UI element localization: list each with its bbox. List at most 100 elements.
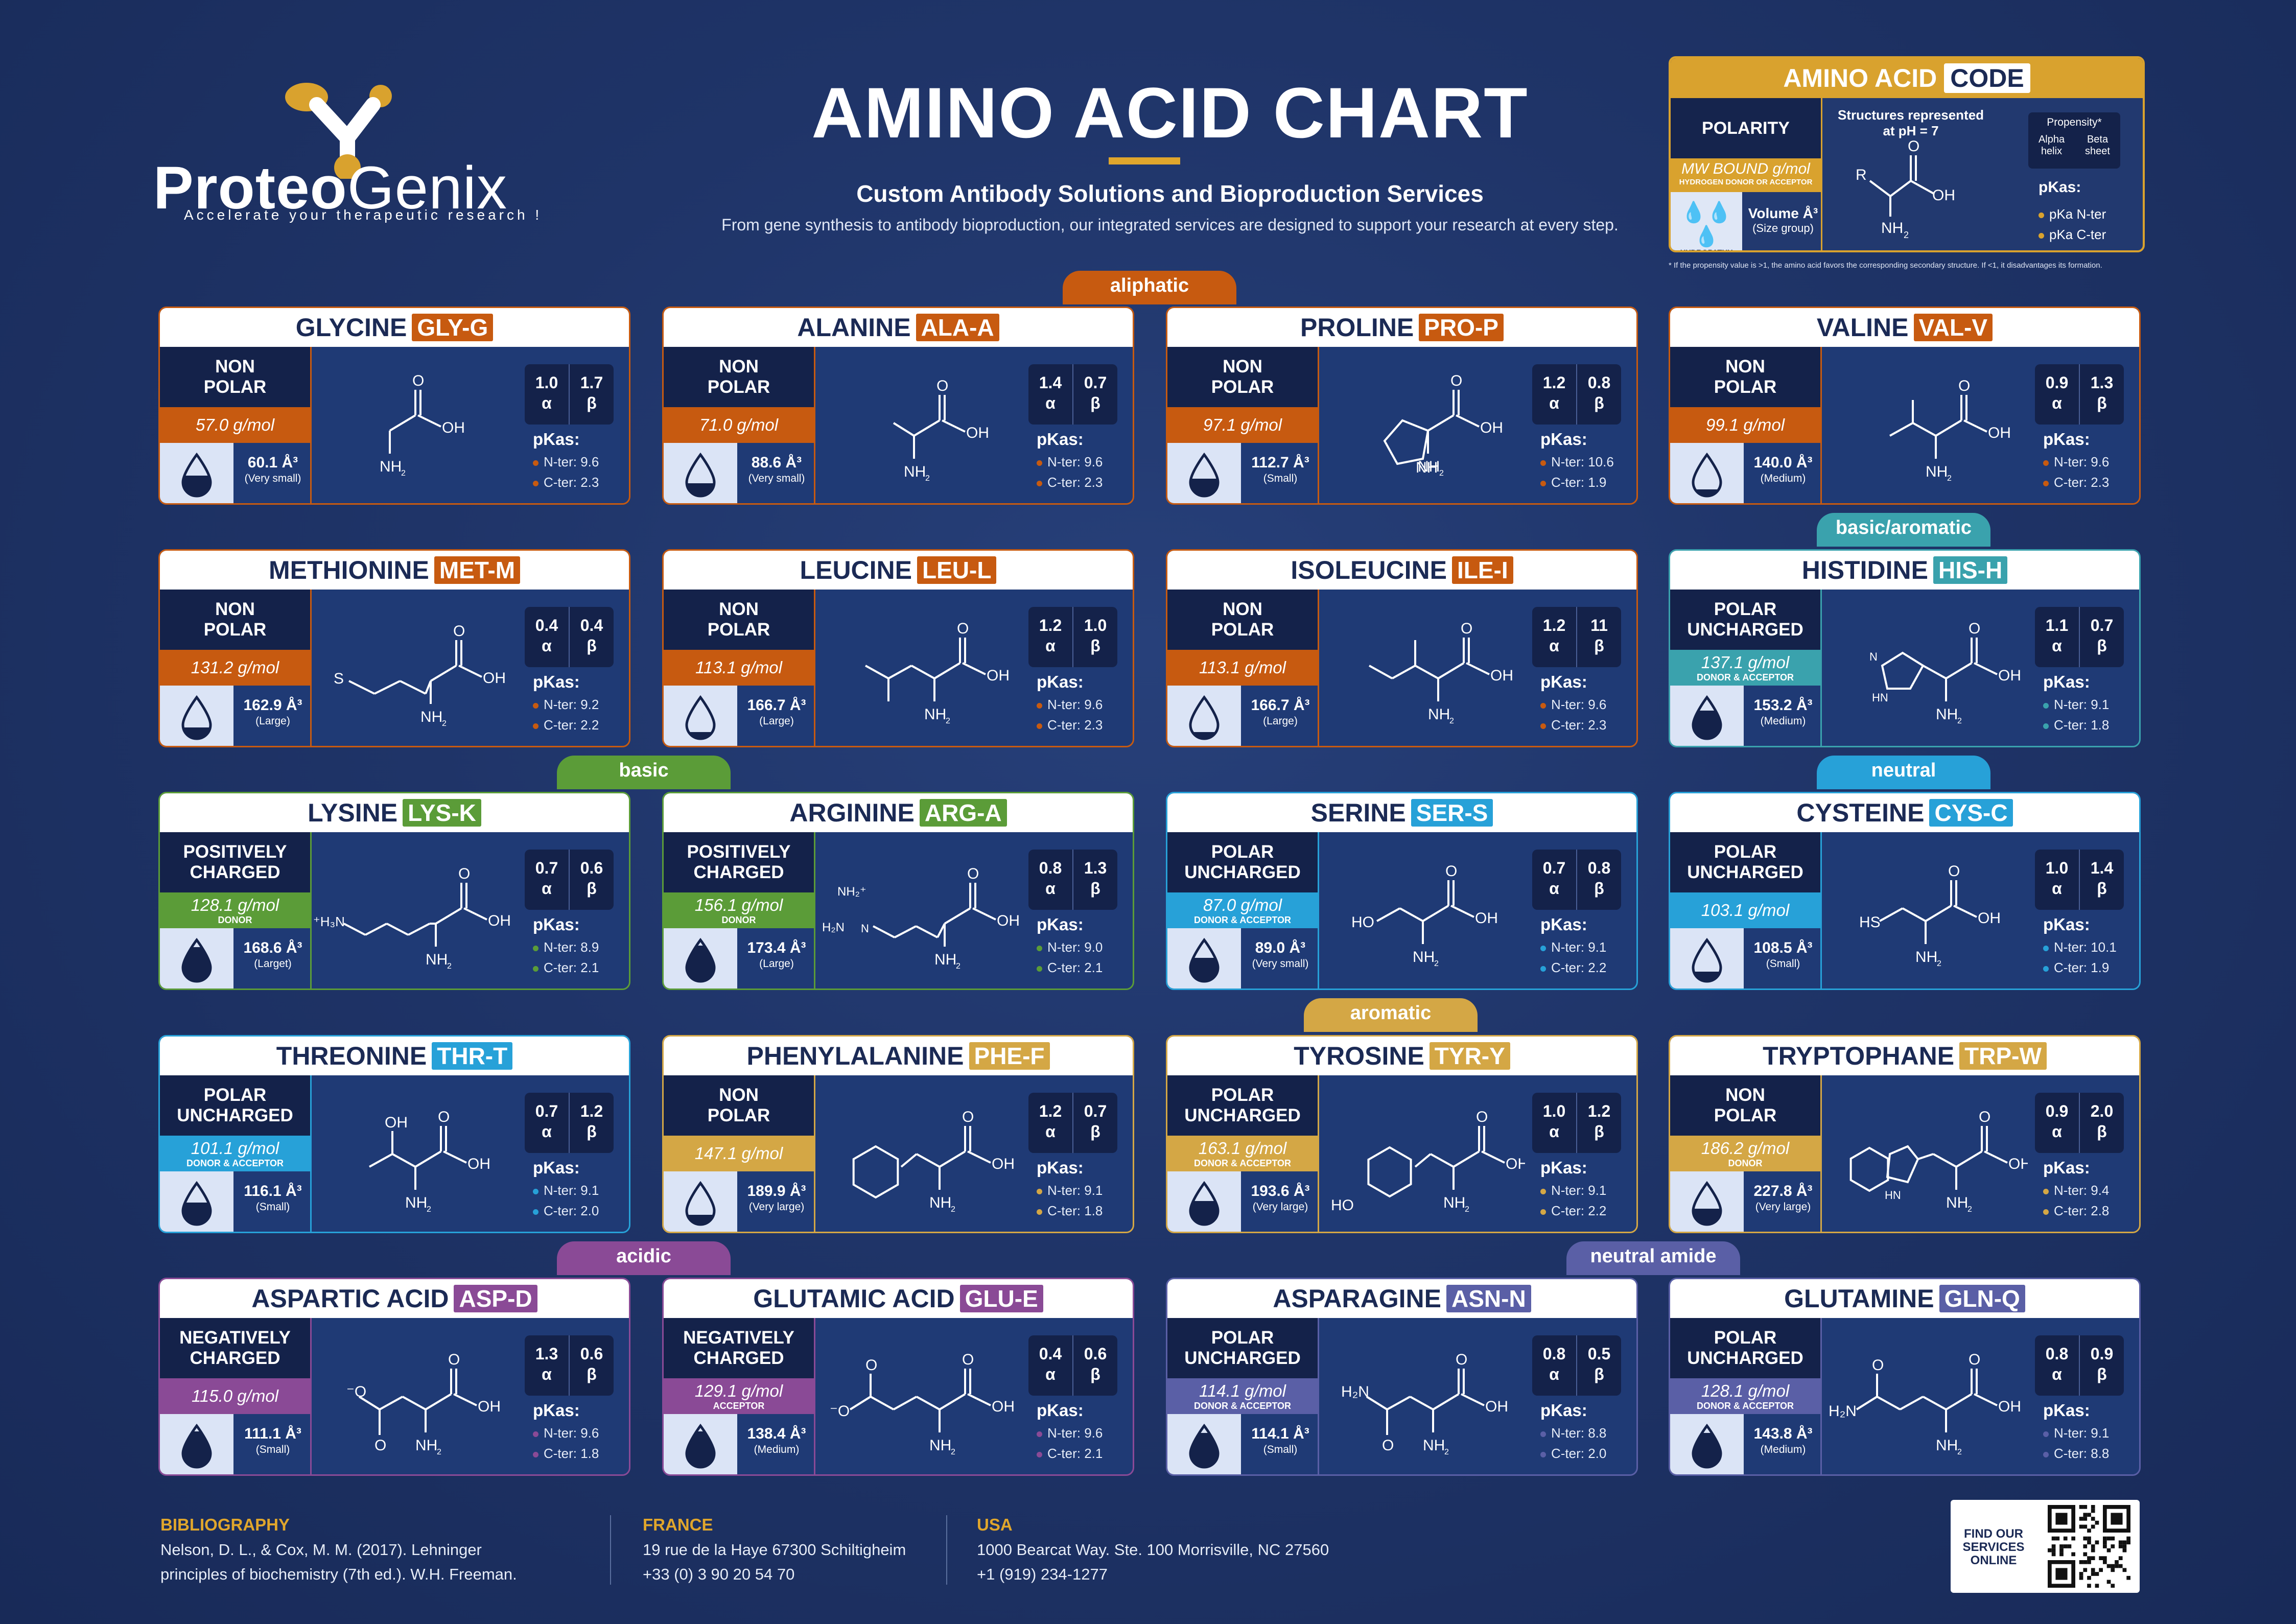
svg-text:2: 2 <box>1904 230 1909 240</box>
pka-n-ter: N-ter: 9.0 <box>1037 939 1103 955</box>
propensity-box: 1.2 α 1.0 β <box>1028 607 1117 667</box>
amino-acid-code: GLU-E <box>959 1285 1043 1312</box>
volume: 108.5 Å³ (Small) <box>1746 939 1820 970</box>
hydropathy-drop-icon <box>664 1414 737 1474</box>
svg-text:R: R <box>1856 167 1867 183</box>
alpha-propensity: 0.9 α <box>2045 1102 2069 1141</box>
size-group: (Small) <box>1766 958 1800 970</box>
structure-diagram-icon: O OH NH2 NH₂⁺ H₂N N <box>822 865 1020 971</box>
mw-value: 71.0 g/mol <box>699 415 779 434</box>
svg-text:OH: OH <box>1998 1398 2021 1415</box>
svg-text:2: 2 <box>1434 959 1439 968</box>
qr-code-icon[interactable] <box>2046 1505 2133 1588</box>
size-group: (Medium) <box>1760 715 1806 727</box>
molecular-weight: 57.0 g/mol <box>160 407 310 443</box>
proteogenix-logo[interactable]: ProteoGenix Accelerate your therapeutic … <box>153 77 539 230</box>
propensity-box: 1.0 α 1.7 β <box>525 364 614 425</box>
title-underline <box>1109 157 1180 164</box>
size-group: (Small) <box>1263 473 1298 484</box>
card-header: SERINE SER-S <box>1167 793 1636 832</box>
beta-propensity: 0.6 β <box>569 850 614 910</box>
propensity-box: 0.4 α 0.6 β <box>1028 1335 1117 1396</box>
svg-text:O: O <box>412 372 424 389</box>
hydropathy-drop-icon <box>664 1171 737 1232</box>
card-header: ASPARAGINE ASN-N <box>1167 1279 1636 1318</box>
beta-propensity: 1.7 β <box>569 364 614 425</box>
svg-text:⁻O: ⁻O <box>830 1403 850 1420</box>
propensity-box: 0.9 α 2.0 β <box>2035 1093 2124 1153</box>
pka-c-ter: C-ter: 2.2 <box>1540 1203 1606 1219</box>
card-left-column: POLAR UNCHARGED 114.1 g/mol DONOR & ACCEP… <box>1167 1318 1319 1474</box>
svg-text:OH: OH <box>483 670 506 687</box>
pkas-label: pKas: <box>1540 915 1587 934</box>
svg-text:OH: OH <box>966 425 989 441</box>
volume-value: 193.6 Å³ <box>1251 1183 1310 1199</box>
volume: 88.6 Å³ (Very small) <box>739 454 814 485</box>
amino-acid-code: MET-M <box>434 556 521 584</box>
qr-code-box[interactable]: FIND OUR SERVICES ONLINE <box>1951 1500 2140 1593</box>
card-left-column: NON POLAR 113.1 g/mol 166.7 Å³ (Large) <box>664 590 815 746</box>
polarity-label: POSITIVELY CHARGED <box>160 832 310 892</box>
amino-acid-name: SERINE <box>1310 798 1406 827</box>
pka-n-ter: N-ter: 9.1 <box>1540 939 1606 955</box>
svg-text:O: O <box>1872 1357 1884 1374</box>
molecular-weight: 113.1 g/mol <box>1167 650 1318 686</box>
svg-text:NH: NH <box>405 1194 427 1211</box>
france-phone[interactable]: +33 (0) 3 90 20 54 70 <box>643 1565 795 1583</box>
card-left-column: NON POLAR 131.2 g/mol 162.9 Å³ (Large) <box>160 590 312 746</box>
amino-acid-name: ASPARTIC ACID <box>251 1284 449 1313</box>
hbond-label: DONOR <box>218 914 252 925</box>
svg-text:NH: NH <box>1428 706 1450 723</box>
mw-value: 87.0 g/mol <box>1203 895 1282 914</box>
volume-value: 166.7 Å³ <box>1251 697 1310 714</box>
volume-value: 189.9 Å³ <box>747 1183 806 1199</box>
structure-diagram-icon: O OH NH2 <box>852 1109 1015 1214</box>
page-description: From gene synthesis to antibody bioprodu… <box>721 216 1619 234</box>
amino-acid-card-thr-t: THREONINE THR-T POLAR UNCHARGED 101.1 g/m… <box>158 1035 630 1233</box>
card-left-column: POLAR UNCHARGED 163.1 g/mol DONOR & ACCEP… <box>1167 1075 1319 1232</box>
svg-text:O: O <box>1461 620 1472 637</box>
card-header: CYSTEINE CYS-C <box>1670 793 2139 832</box>
structure-diagram-icon: O OH NH2 ⁻O O <box>346 1351 501 1456</box>
mw-value: 113.1 g/mol <box>1199 658 1286 677</box>
hydropathy-drop-icon <box>1167 1171 1241 1232</box>
svg-text:O: O <box>962 1109 974 1125</box>
card-left-column: POSITIVELY CHARGED 156.1 g/mol DONOR 173.… <box>664 832 815 988</box>
svg-text:O: O <box>1382 1437 1394 1454</box>
pkas-label: pKas: <box>2043 1401 2090 1420</box>
pka-c-ter: C-ter: 8.8 <box>2043 1446 2109 1462</box>
mw-value: 129.1 g/mol <box>694 1381 783 1400</box>
volume: 112.7 Å³ (Small) <box>1243 454 1318 485</box>
pka-c-ter: C-ter: 2.3 <box>1540 717 1606 733</box>
pkas-label: pKas: <box>1540 430 1587 449</box>
pka-c-ter: C-ter: 1.8 <box>1037 1203 1103 1219</box>
page-subtitle: Custom Antibody Solutions and Bioproduct… <box>856 180 1484 207</box>
legend-left-column: POLARITY MW BOUND g/mol HYDROGEN DONOR O… <box>1671 98 1822 250</box>
alpha-propensity: 1.0 α <box>1542 1102 1566 1141</box>
card-header: METHIONINE MET-M <box>160 551 629 590</box>
svg-text:OH: OH <box>2008 1156 2028 1172</box>
svg-text:NH: NH <box>420 709 442 725</box>
svg-text:O: O <box>453 623 465 640</box>
pka-c-ter: C-ter: 2.2 <box>1540 960 1606 976</box>
usa-phone[interactable]: +1 (919) 234-1277 <box>977 1565 1108 1583</box>
hbond-label: DONOR & ACCEPTOR <box>1193 914 1291 925</box>
svg-text:2: 2 <box>442 719 447 728</box>
pka-n-ter: N-ter: 9.1 <box>533 1183 599 1198</box>
card-header: GLUTAMINE GLN-Q <box>1670 1279 2139 1318</box>
hydropathy-drop-icon <box>160 928 233 988</box>
svg-text:2: 2 <box>427 1205 431 1214</box>
propensity-box: 1.1 α 0.7 β <box>2035 607 2124 667</box>
size-group: (Small) <box>255 1444 290 1455</box>
svg-text:O: O <box>1445 863 1457 880</box>
card-header: GLUTAMIC ACID GLU-E <box>664 1279 1133 1318</box>
mw-value: 114.1 g/mol <box>1199 1381 1286 1400</box>
svg-text:O: O <box>1979 1109 1990 1125</box>
hbond-label: DONOR & ACCEPTOR <box>1193 1158 1291 1168</box>
molecular-weight: 103.1 g/mol <box>1670 892 1820 928</box>
volume-value: 114.1 Å³ <box>1251 1425 1309 1442</box>
structure-diagram-icon: O OH NH2 <box>380 372 465 478</box>
pka-n-ter: N-ter: 8.9 <box>533 939 599 955</box>
svg-text:2: 2 <box>1947 474 1952 483</box>
